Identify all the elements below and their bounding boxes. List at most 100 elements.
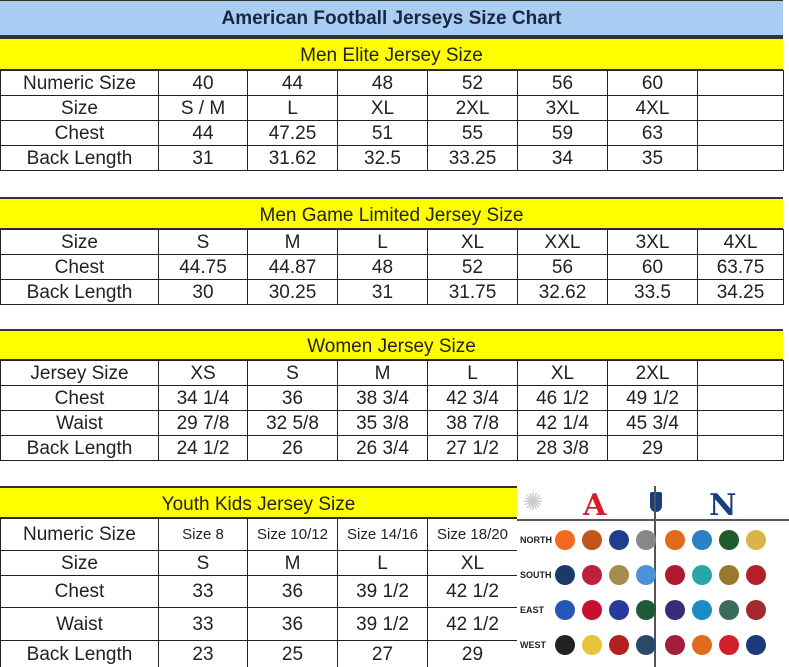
vikings-logo xyxy=(746,530,766,550)
table-cell: 56 xyxy=(517,70,608,96)
chiefs-logo xyxy=(719,635,739,655)
chart-title: American Football Jerseys Size Chart xyxy=(0,0,783,37)
table-cell: M xyxy=(247,550,338,576)
division-row-east: EAST xyxy=(517,596,789,626)
giants-logo xyxy=(609,600,629,620)
table-cell: 35 3/8 xyxy=(337,410,428,436)
table-cell xyxy=(697,385,784,411)
row-label: Back Length xyxy=(0,435,159,461)
table-cell: 48 xyxy=(337,70,428,96)
jets-logo xyxy=(636,600,656,620)
table-cell: 42 3/4 xyxy=(427,385,518,411)
table-cell: 23 xyxy=(158,640,248,667)
row-label: Chest xyxy=(0,254,159,280)
table-cell: 42 1/2 xyxy=(427,575,518,608)
table-row-chest: Chest 44.75 44.87 48 52 56 60 63.75 xyxy=(0,254,784,280)
table-cell: 52 xyxy=(427,254,518,280)
seahawks-logo xyxy=(636,635,656,655)
table-cell: L xyxy=(247,95,338,121)
falcons-logo xyxy=(665,565,685,585)
youth-heading: Youth Kids Jersey Size xyxy=(0,486,517,518)
table-cell: 33 xyxy=(158,575,248,608)
table-cell: XS xyxy=(158,360,248,386)
broncos-logo xyxy=(692,635,712,655)
cowboys-logo xyxy=(555,565,575,585)
men-game-table: Size S M L XL XXL 3XL 4XL Chest 44.75 44.87 48 52 56 6… xyxy=(0,229,784,305)
table-cell: 3XL xyxy=(607,229,698,255)
titans-logo xyxy=(636,565,656,585)
table-row-chest: Chest 34 1/4 36 38 3/4 42 3/4 46 1/2 49 1/2 xyxy=(0,385,784,411)
men-elite-heading: Men Elite Jersey Size xyxy=(0,37,783,70)
saints-logo xyxy=(609,565,629,585)
table-cell: 30.25 xyxy=(247,279,338,305)
table-cell: Size 10/12 xyxy=(247,518,338,551)
table-row-back-length: Back Length 23 25 27 29 xyxy=(0,640,518,667)
eagles-logo xyxy=(719,600,739,620)
table-cell xyxy=(697,360,784,386)
table-cell: 30 xyxy=(158,279,248,305)
pro-bowl-star-icon: ✺ xyxy=(523,489,544,516)
cardinals-logo xyxy=(665,635,685,655)
row-label: Numeric Size xyxy=(0,70,159,96)
row-label: Back Length xyxy=(0,145,159,171)
row-label: Size xyxy=(0,229,159,255)
table-cell: 44.87 xyxy=(247,254,338,280)
table-cell: 3XL xyxy=(517,95,608,121)
table-cell: XXL xyxy=(517,229,608,255)
row-label: Chest xyxy=(0,575,159,608)
table-row-back-length: Back Length 24 1/2 26 26 3/4 27 1/2 28 3/8 29 xyxy=(0,435,784,461)
table-cell: 36 xyxy=(247,607,338,641)
table-cell: 51 xyxy=(337,120,428,146)
table-cell: 25 xyxy=(247,640,338,667)
table-cell: XL xyxy=(517,360,608,386)
patriots-logo xyxy=(582,600,602,620)
table-cell xyxy=(697,410,784,436)
row-label: Numeric Size xyxy=(0,518,159,551)
table-cell: Size 8 xyxy=(158,518,248,551)
bengals-logo xyxy=(555,530,575,550)
table-cell: 44 xyxy=(247,70,338,96)
49ers-logo xyxy=(609,635,629,655)
women-table: Jersey Size XS S M L XL 2XL Chest 34 1/4 36 38 3/4… xyxy=(0,360,784,461)
row-label: Back Length xyxy=(0,279,159,305)
table-cell: 32.5 xyxy=(337,145,428,171)
table-cell: S xyxy=(158,229,248,255)
rams-logo xyxy=(746,635,766,655)
table-cell: 44.75 xyxy=(158,254,248,280)
table-cell: 32.62 xyxy=(517,279,608,305)
men-game-heading: Men Game Limited Jersey Size xyxy=(0,197,783,229)
steelers-logo xyxy=(636,530,656,550)
table-cell: 31.75 xyxy=(427,279,518,305)
buccaneers-logo xyxy=(746,565,766,585)
table-cell: Size 14/16 xyxy=(337,518,428,551)
table-cell: 24 1/2 xyxy=(158,435,248,461)
table-cell xyxy=(697,145,784,171)
table-cell: 36 xyxy=(247,385,338,411)
table-cell: 4XL xyxy=(697,229,784,255)
table-cell: 35 xyxy=(607,145,698,171)
table-cell xyxy=(697,120,784,146)
table-cell: 31 xyxy=(337,279,428,305)
division-row-north: NORTH xyxy=(517,526,789,556)
ravens-logo xyxy=(665,600,685,620)
table-cell xyxy=(697,95,784,121)
table-cell: 39 1/2 xyxy=(337,575,428,608)
table-cell: 29 7/8 xyxy=(158,410,248,436)
table-cell: 60 xyxy=(607,70,698,96)
division-label: NORTH xyxy=(520,535,552,545)
table-cell: 38 7/8 xyxy=(427,410,518,436)
table-cell: 32 5/8 xyxy=(247,410,338,436)
table-row-jersey-size: Jersey Size XS S M L XL 2XL xyxy=(0,360,784,386)
row-label: Chest xyxy=(0,120,159,146)
table-cell: 49 1/2 xyxy=(607,385,698,411)
table-cell: 26 3/4 xyxy=(337,435,428,461)
table-cell: 52 xyxy=(427,70,518,96)
row-label: Chest xyxy=(0,385,159,411)
table-cell: 44 xyxy=(158,120,248,146)
table-row-chest: Chest 44 47.25 51 55 59 63 xyxy=(0,120,784,146)
bills-logo xyxy=(555,600,575,620)
table-cell: M xyxy=(337,360,428,386)
table-cell: 34 xyxy=(517,145,608,171)
table-cell: 55 xyxy=(427,120,518,146)
table-cell: L xyxy=(337,229,428,255)
